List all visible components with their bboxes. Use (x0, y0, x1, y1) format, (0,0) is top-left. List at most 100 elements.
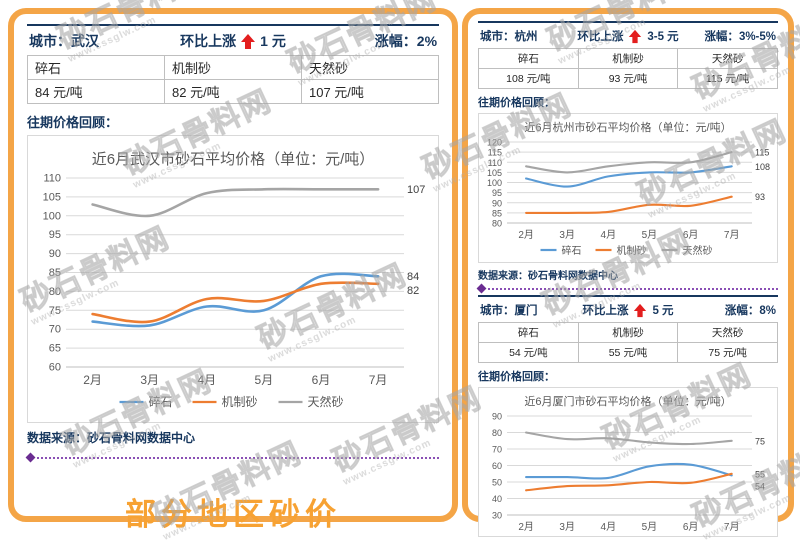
svg-text:5月: 5月 (255, 373, 274, 387)
svg-text:95: 95 (49, 229, 61, 241)
svg-text:93: 93 (755, 192, 765, 202)
dotted-divider (476, 283, 778, 294)
svg-text:105: 105 (487, 168, 502, 178)
price-cell: 82 元/吨 (164, 79, 302, 104)
review-label: 往期价格回顾： (478, 371, 555, 383)
up-arrow-icon (629, 29, 642, 43)
svg-text:天然砂: 天然砂 (683, 244, 713, 257)
svg-text:70: 70 (49, 324, 61, 336)
svg-text:100: 100 (487, 178, 502, 188)
svg-text:60: 60 (492, 461, 502, 471)
svg-text:2月: 2月 (83, 373, 102, 387)
material-header-cell: 机制砂 (577, 48, 679, 69)
xiamen-price-table: 碎石 机制砂 天然砂 54 元/吨 55 元/吨 75 元/吨 (478, 322, 778, 363)
svg-text:75: 75 (49, 305, 61, 317)
gain-prefix: 涨幅： (704, 31, 739, 43)
price-cell: 75 元/吨 (677, 342, 778, 363)
city-value: 武汉 (71, 33, 99, 49)
diamond-icon (476, 283, 487, 294)
xiamen-city-label: 城市：厦门 (480, 302, 565, 318)
table-row: 碎石 机制砂 天然砂 (478, 322, 778, 343)
dotted-line (488, 287, 778, 290)
svg-text:65: 65 (49, 343, 61, 355)
svg-text:40: 40 (492, 494, 502, 504)
material-header-cell: 天然砂 (677, 48, 778, 69)
svg-text:85: 85 (49, 267, 61, 279)
up-arrow-icon (634, 303, 647, 317)
svg-text:108: 108 (755, 162, 770, 172)
chart-title: 近6月武汉市砂石平均价格（单位：元/吨） (91, 151, 375, 168)
hangzhou-chart-box: 近6月杭州市砂石平均价格（单位：元/吨） 80 85 90 95 100 105 110 11… (478, 113, 778, 263)
svg-text:54: 54 (755, 481, 765, 491)
svg-text:55: 55 (755, 469, 765, 479)
hangzhou-gain-label: 涨幅：3%-5% (691, 28, 776, 44)
city-value: 杭州 (514, 31, 538, 43)
footer-title: 部分地区砂价 (125, 497, 341, 532)
wuhan-city-label: 城市：武汉 (29, 31, 146, 51)
gain-prefix: 涨幅： (374, 33, 417, 49)
wuhan-price-table: 碎石 机制砂 天然砂 84 元/吨 82 元/吨 107 元/吨 (27, 55, 439, 104)
city-value: 厦门 (514, 305, 538, 317)
svg-text:105: 105 (43, 191, 61, 203)
svg-text:80: 80 (492, 428, 502, 438)
svg-text:30: 30 (492, 511, 502, 521)
gain-value: 3%-5% (738, 31, 777, 43)
rise-amount: 1 元 (260, 33, 286, 49)
wuhan-rise-indicator: 环比上涨 1 元 (146, 31, 321, 51)
svg-text:4月: 4月 (197, 373, 216, 387)
svg-text:75: 75 (755, 436, 765, 446)
price-cell: 93 元/吨 (577, 68, 679, 89)
table-row: 碎石 机制砂 天然砂 (478, 48, 778, 69)
panel-hangzhou-xiamen: 城市：杭州 环比上涨 3-5 元 涨幅：3%-5% 碎石 机制砂 天然砂 108… (462, 8, 794, 537)
city-prefix: 城市： (29, 33, 71, 49)
xiamen-chart-box: 近6月厦门市砂石平均价格（单位：元/吨） 30 40 50 60 70 80 90 2月 3月 4… (478, 387, 778, 537)
svg-text:7月: 7月 (369, 373, 388, 387)
svg-text:80: 80 (49, 286, 61, 298)
svg-text:碎石: 碎石 (562, 244, 582, 257)
source-label: 数据来源：砂石骨料网数据中心 (478, 271, 618, 282)
svg-text:5月: 5月 (642, 229, 658, 241)
svg-text:3月: 3月 (559, 521, 575, 533)
svg-text:7月: 7月 (724, 521, 740, 533)
material-header-cell: 天然砂 (301, 55, 439, 80)
panel-wuhan: 城市：武汉 环比上涨 1 元 涨幅：2% 碎石 机制砂 天然砂 84 元/吨 8… (8, 8, 458, 532)
price-cell: 115 元/吨 (677, 68, 778, 89)
svg-text:70: 70 (492, 445, 502, 455)
svg-text:110: 110 (43, 173, 61, 185)
svg-text:3月: 3月 (559, 229, 575, 241)
xiamen-header-row: 城市：厦门 环比上涨 5 元 涨幅：8% (478, 295, 778, 322)
price-cell: 54 元/吨 (478, 342, 579, 363)
svg-text:4月: 4月 (601, 229, 617, 241)
svg-text:2月: 2月 (518, 521, 534, 533)
svg-text:5月: 5月 (642, 521, 658, 533)
hangzhou-price-table: 碎石 机制砂 天然砂 108 元/吨 93 元/吨 115 元/吨 (478, 48, 778, 89)
hangzhou-city-label: 城市：杭州 (480, 28, 565, 44)
svg-text:6月: 6月 (312, 373, 331, 387)
material-header-cell: 碎石 (478, 48, 579, 69)
svg-text:机制砂: 机制砂 (222, 395, 258, 409)
up-arrow-icon (241, 33, 256, 49)
wuhan-gain-label: 涨幅：2% (320, 31, 437, 51)
wuhan-line-chart: 60 65 70 75 80 85 90 95 100 105 110 2月 3月 4月 5月 6月 7月 107… (30, 171, 436, 415)
svg-text:天然砂: 天然砂 (308, 394, 344, 409)
table-row: 54 元/吨 55 元/吨 75 元/吨 (478, 342, 778, 363)
rise-amount: 5 元 (652, 305, 674, 317)
review-label: 往期价格回顾： (27, 115, 119, 130)
table-row: 84 元/吨 82 元/吨 107 元/吨 (27, 79, 439, 104)
xiamen-line-chart: 30 40 50 60 70 80 90 2月 3月 4月 5月 6月 7月 75 55 54 (480, 409, 776, 537)
svg-text:50: 50 (492, 478, 502, 488)
city-prefix: 城市： (480, 31, 515, 43)
svg-text:107: 107 (407, 184, 425, 196)
table-row: 碎石 机制砂 天然砂 (27, 55, 439, 80)
rise-label: 环比上涨 (582, 305, 629, 317)
svg-text:120: 120 (487, 138, 502, 148)
svg-text:2月: 2月 (518, 229, 534, 241)
material-header-cell: 机制砂 (164, 55, 302, 80)
svg-text:100: 100 (43, 210, 61, 222)
rise-amount: 3-5 元 (647, 31, 679, 43)
gain-value: 2% (416, 33, 438, 49)
svg-text:84: 84 (407, 271, 419, 283)
hangzhou-header-row: 城市：杭州 环比上涨 3-5 元 涨幅：3%-5% (478, 21, 778, 48)
svg-text:110: 110 (488, 158, 502, 168)
svg-text:6月: 6月 (683, 229, 699, 241)
